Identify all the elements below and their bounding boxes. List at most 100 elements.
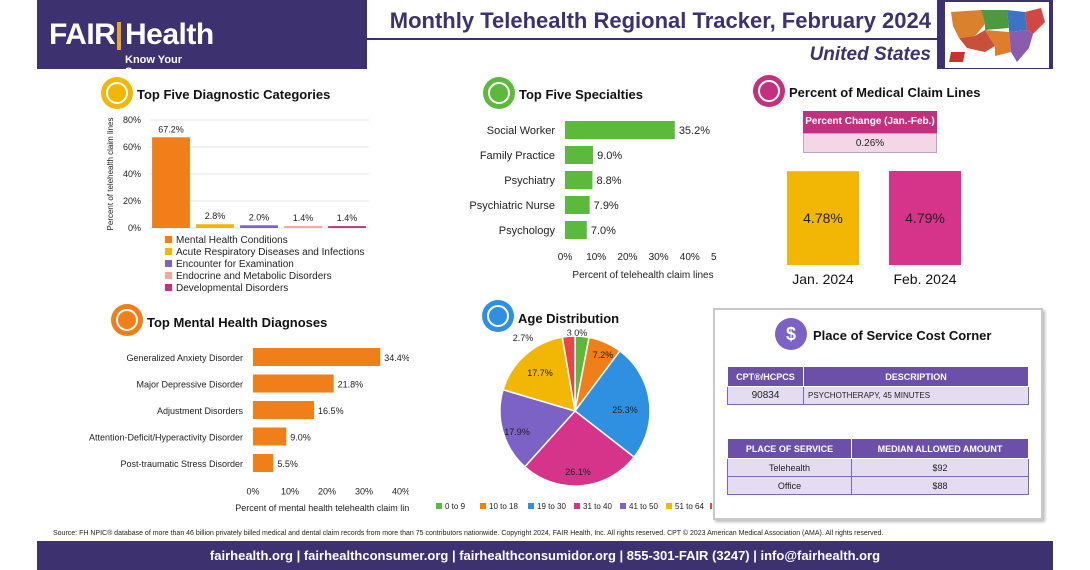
- data-label: 34.4%: [384, 353, 409, 363]
- page-title: Monthly Telehealth Regional Tracker, Feb…: [389, 8, 931, 33]
- category-label: Post-traumatic Stress Disorder: [120, 459, 243, 469]
- category-label: Psychiatry: [504, 175, 555, 187]
- logo-divider: [117, 22, 121, 50]
- table-row: Telehealth $92: [727, 458, 1029, 477]
- legend-swatch: [165, 272, 172, 279]
- dollar-icon: $: [775, 318, 807, 350]
- bar: [253, 427, 287, 446]
- legend-swatch: [666, 503, 672, 509]
- category-label: Social Worker: [487, 125, 556, 137]
- bar: [328, 226, 366, 228]
- cost-corner-panel: $ Place of Service Cost Corner CPT®/HCPC…: [713, 308, 1043, 520]
- bar: [253, 348, 381, 366]
- x-tick-label: 0%: [246, 487, 259, 497]
- legend-swatch: [528, 503, 534, 509]
- fair-health-logo[interactable]: FAIR Health Know Your Source: [45, 4, 214, 78]
- legend-swatch: [620, 503, 626, 509]
- data-label: 2.8%: [205, 211, 226, 221]
- x-tick-label: 30%: [355, 487, 373, 497]
- pie-slice: [561, 335, 576, 412]
- category-label: Family Practice: [480, 150, 555, 162]
- source-note: Source: FH NPIC® database of more than 4…: [53, 530, 884, 537]
- footer-contact-bar[interactable]: fairhealth.org | fairhealthconsumer.org …: [37, 541, 1053, 570]
- place-of-service-header: PLACE OF SERVICE: [727, 438, 852, 459]
- legend-item: 31 to 40: [583, 502, 612, 511]
- specialties-chart: Social Worker 35.2% Family Practice 9.0% Psy…: [469, 121, 717, 281]
- diagnostic-section-icon: [101, 77, 133, 109]
- y-axis-label: Percent of telehealth claim lines: [106, 118, 115, 231]
- diagnostic-chart: 0% 20% 40% 60% 80% Percent of telehealth clai…: [106, 115, 369, 294]
- claim-lines-section-title: Percent of Medical Claim Lines: [789, 85, 981, 100]
- legend-swatch: [165, 236, 172, 243]
- data-label: 16.5%: [318, 406, 344, 416]
- category-label: Psychology: [499, 225, 556, 237]
- data-label: 67.2%: [158, 124, 184, 134]
- median-amount-header: MEDIAN ALLOWED AMOUNT: [851, 438, 1029, 459]
- legend-item: 51 to 64: [675, 502, 704, 511]
- place-telehealth: Telehealth: [727, 458, 852, 477]
- x-axis-label: Percent of telehealth claim lines: [572, 270, 713, 281]
- x-tick-label: 50%: [711, 252, 717, 263]
- bar: [284, 226, 322, 228]
- x-tick-label: 0%: [558, 252, 573, 263]
- data-label: 7.2%: [593, 350, 614, 360]
- legend-item: 41 to 50: [629, 502, 658, 511]
- specialties-section-title: Top Five Specialties: [519, 87, 644, 102]
- cpt-description: PSYCHOTHERAPY, 45 MINUTES: [803, 386, 1029, 405]
- bar: [152, 137, 190, 228]
- x-tick-label: 10%: [281, 487, 299, 497]
- category-label: Generalized Anxiety Disorder: [126, 353, 243, 363]
- category-label: Major Depressive Disorder: [136, 380, 243, 390]
- bar: [565, 171, 593, 189]
- legend-item: Acute Respiratory Diseases and Infection…: [176, 247, 364, 258]
- x-tick-label: 40%: [392, 487, 409, 497]
- legend-swatch: [710, 503, 712, 509]
- data-label: 9.0%: [290, 433, 311, 443]
- y-tick-label: 0%: [128, 223, 141, 233]
- cpt-header: CPT®/HCPCS: [727, 366, 804, 387]
- bar: [240, 225, 278, 228]
- category-label: Feb. 2024: [893, 271, 956, 287]
- title-divider: [367, 38, 937, 40]
- category-label: Psychiatric Nurse: [469, 200, 555, 212]
- data-label: 26.1%: [565, 467, 591, 477]
- y-tick-label: 80%: [123, 115, 141, 125]
- age-distribution-chart: 3.0% 7.2% 25.3% 26.1% 17.9% 17.7% 2.7% 0 to 9 10…: [436, 328, 712, 511]
- data-label: 4.78%: [803, 210, 843, 226]
- data-label: 8.8%: [596, 175, 621, 187]
- logo-health-text: Health: [125, 18, 214, 51]
- cpt-code: 90834: [727, 386, 804, 405]
- data-label: 1.4%: [293, 213, 314, 223]
- cost-corner-title: Place of Service Cost Corner: [813, 328, 992, 343]
- data-label: 35.2%: [679, 125, 710, 137]
- amount-telehealth: $92: [851, 458, 1029, 477]
- specialties-section-icon: [483, 77, 515, 109]
- category-label: Attention-Deficit/Hyperactivity Disorder: [89, 433, 243, 443]
- amount-office: $88: [851, 476, 1029, 495]
- data-label: 21.8%: [338, 380, 364, 390]
- category-label: Jan. 2024: [792, 271, 854, 287]
- legend-swatch: [165, 260, 172, 267]
- legend-swatch: [165, 248, 172, 255]
- data-label: 2.0%: [249, 212, 270, 222]
- data-label: 17.7%: [527, 368, 553, 378]
- x-tick-label: 20%: [318, 487, 336, 497]
- legend-item: Encounter for Examination: [176, 259, 294, 270]
- percent-change-header: Percent Change (Jan.-Feb.): [803, 111, 937, 133]
- bar: [565, 146, 594, 164]
- legend-swatch: [480, 503, 486, 509]
- bar: [253, 401, 315, 419]
- x-tick-label: 40%: [680, 252, 700, 263]
- bar: [253, 454, 274, 472]
- y-tick-label: 40%: [123, 169, 141, 179]
- percent-change-value: 0.26%: [803, 133, 937, 153]
- category-label: Adjustment Disorders: [157, 406, 244, 416]
- data-label: 9.0%: [597, 150, 622, 162]
- pie-slice: [499, 388, 577, 468]
- y-tick-label: 20%: [123, 196, 141, 206]
- bar: [565, 121, 675, 139]
- bar: [889, 171, 961, 265]
- legend-swatch: [165, 284, 172, 291]
- data-label: 3.0%: [567, 328, 588, 338]
- pie-slice: [523, 409, 636, 487]
